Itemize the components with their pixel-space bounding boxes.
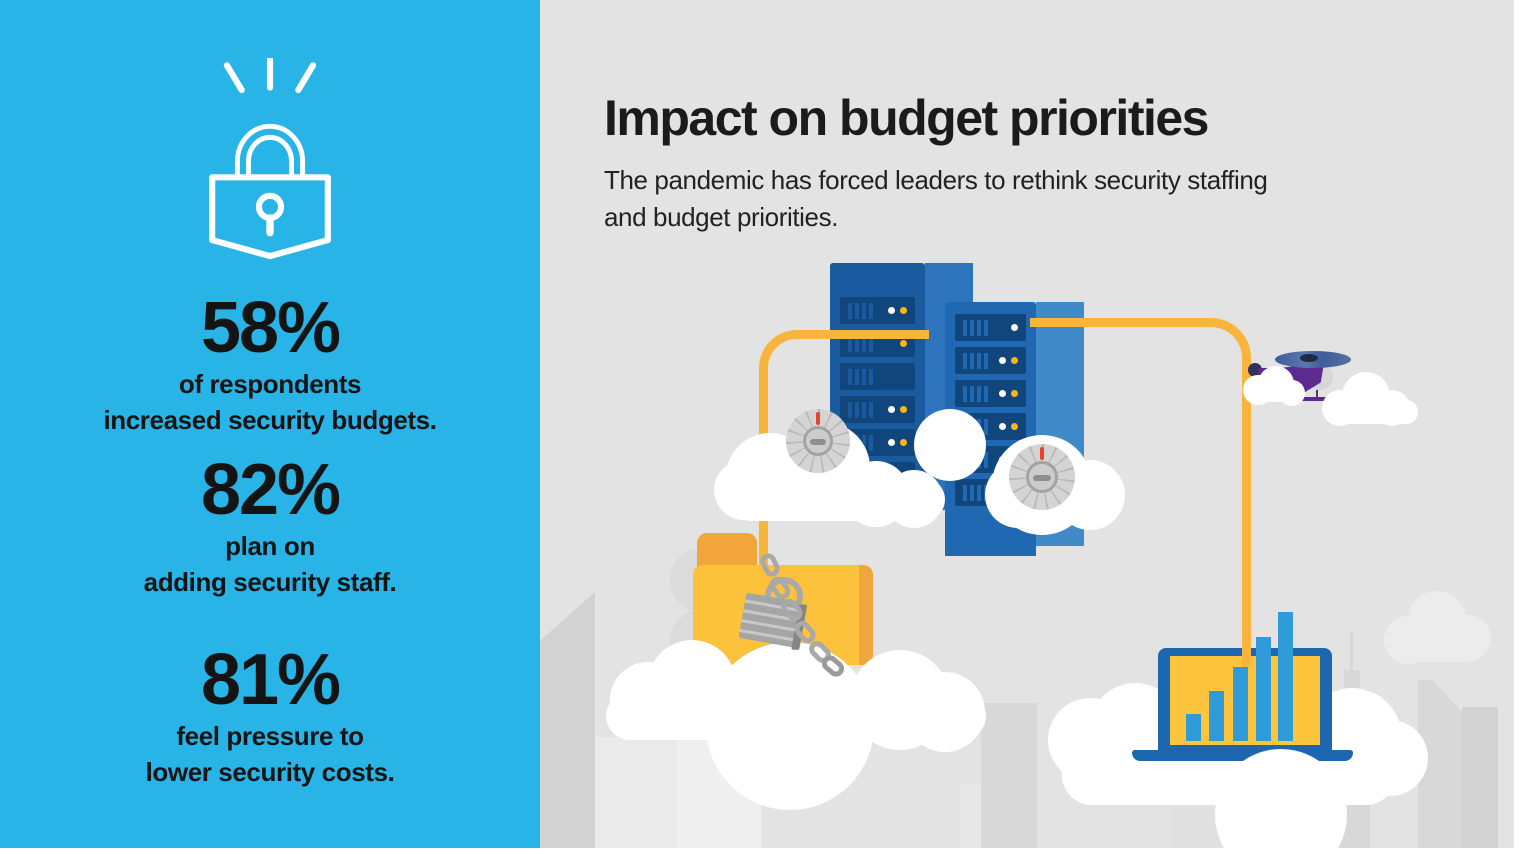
building [960,783,982,848]
stat-label: of respondents [178,369,362,399]
building [1344,670,1360,692]
stat-label: lower security costs. [145,757,395,787]
page-margin [1514,0,1528,854]
combination-dial-icon [1009,444,1075,510]
combination-dial-icon [786,409,850,473]
stat-label: plan on [225,531,315,561]
chart-bar [1256,637,1271,741]
left-stats-panel: 58% of respondents increased security bu… [0,0,540,848]
rotor-hub [1300,354,1318,362]
antenna [1350,632,1353,672]
page-margin [0,848,1528,854]
building [1462,707,1498,848]
server-rack-unit [955,347,1026,374]
page-subtitle: The pandemic has forced leaders to rethi… [604,162,1384,236]
server-rack-unit [840,297,915,324]
stat-block-2: 82% plan on adding security staff. [0,452,540,600]
server-rack-unit [840,396,915,423]
stat-value: 58% [200,288,341,368]
building [595,737,678,848]
folder-fold [859,565,873,665]
stat-label: increased security budgets. [103,405,437,435]
padlock-alert-icon [209,58,331,260]
laptop-base [1132,750,1353,761]
stat-value: 81% [200,640,341,720]
stat-label: adding security staff. [143,567,397,597]
subtitle-line: The pandemic has forced leaders to rethi… [604,165,1268,195]
building [540,592,595,848]
cable-server-to-laptop [1030,318,1251,667]
stat-label: feel pressure to [176,721,364,751]
page-title: Impact on budget priorities [604,90,1209,146]
chart-bar [1278,612,1293,741]
subtitle-line: and budget priorities. [604,202,839,232]
chart-bar [1209,691,1224,741]
stat-value: 82% [200,450,341,530]
dial-red-tick [1040,447,1045,460]
skid-strut [1316,390,1318,398]
dial-red-tick [816,412,821,425]
chart-bar [1233,667,1248,741]
landing-skid [1290,397,1338,401]
chart-bar [1186,714,1201,741]
building [981,703,1037,848]
server-rack-unit [955,380,1026,407]
server-rack-unit [955,314,1026,341]
stat-block-1: 58% of respondents increased security bu… [0,290,540,438]
stat-block-3: 81% feel pressure to lower security cost… [0,642,540,790]
